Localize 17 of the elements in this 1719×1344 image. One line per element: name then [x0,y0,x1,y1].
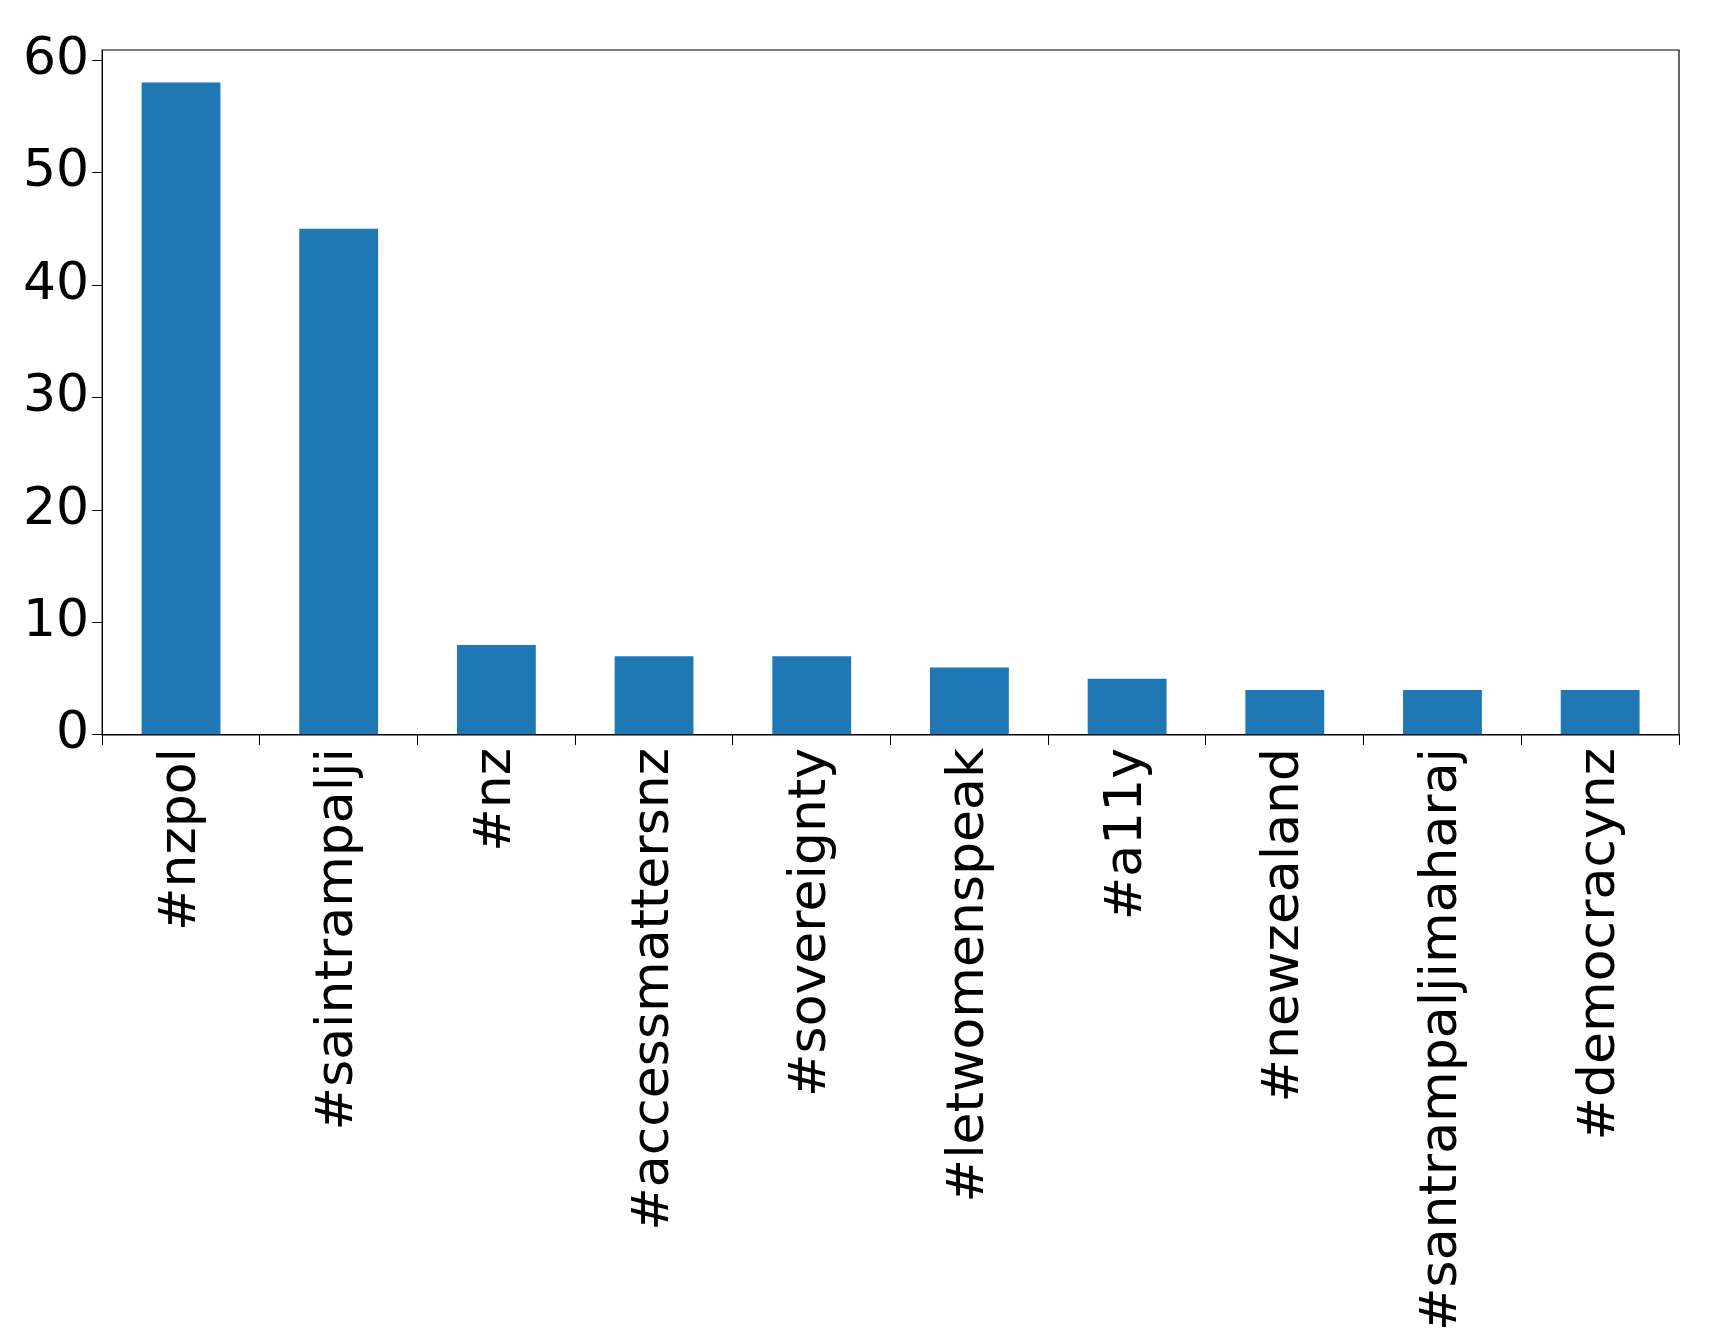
y-tick-label: 10 [23,588,90,649]
x-tick-label: #santrampaljimaharaj [1407,747,1468,1332]
x-tick-label: #saintrampalji [304,747,365,1131]
y-tick-label: 0 [56,700,90,761]
y-tick-label: 20 [23,475,90,536]
x-tick-label: #letwomenspeak [934,747,995,1203]
y-tick-label: 50 [23,138,90,199]
y-tick-label: 40 [23,250,90,311]
x-tick-label: #nzpol [146,747,207,932]
x-tick-label: #democracynz [1565,747,1626,1141]
x-tick-label: #newzealand [1250,747,1311,1103]
x-tick-label: #nz [461,747,522,852]
x-tick-label: #a11y [1092,747,1153,921]
y-tick-label: 60 [23,25,90,86]
x-tick-label: #accessmattersnz [619,747,680,1231]
y-tick-label: 30 [23,363,90,424]
x-tick-label: #sovereignty [777,747,838,1098]
